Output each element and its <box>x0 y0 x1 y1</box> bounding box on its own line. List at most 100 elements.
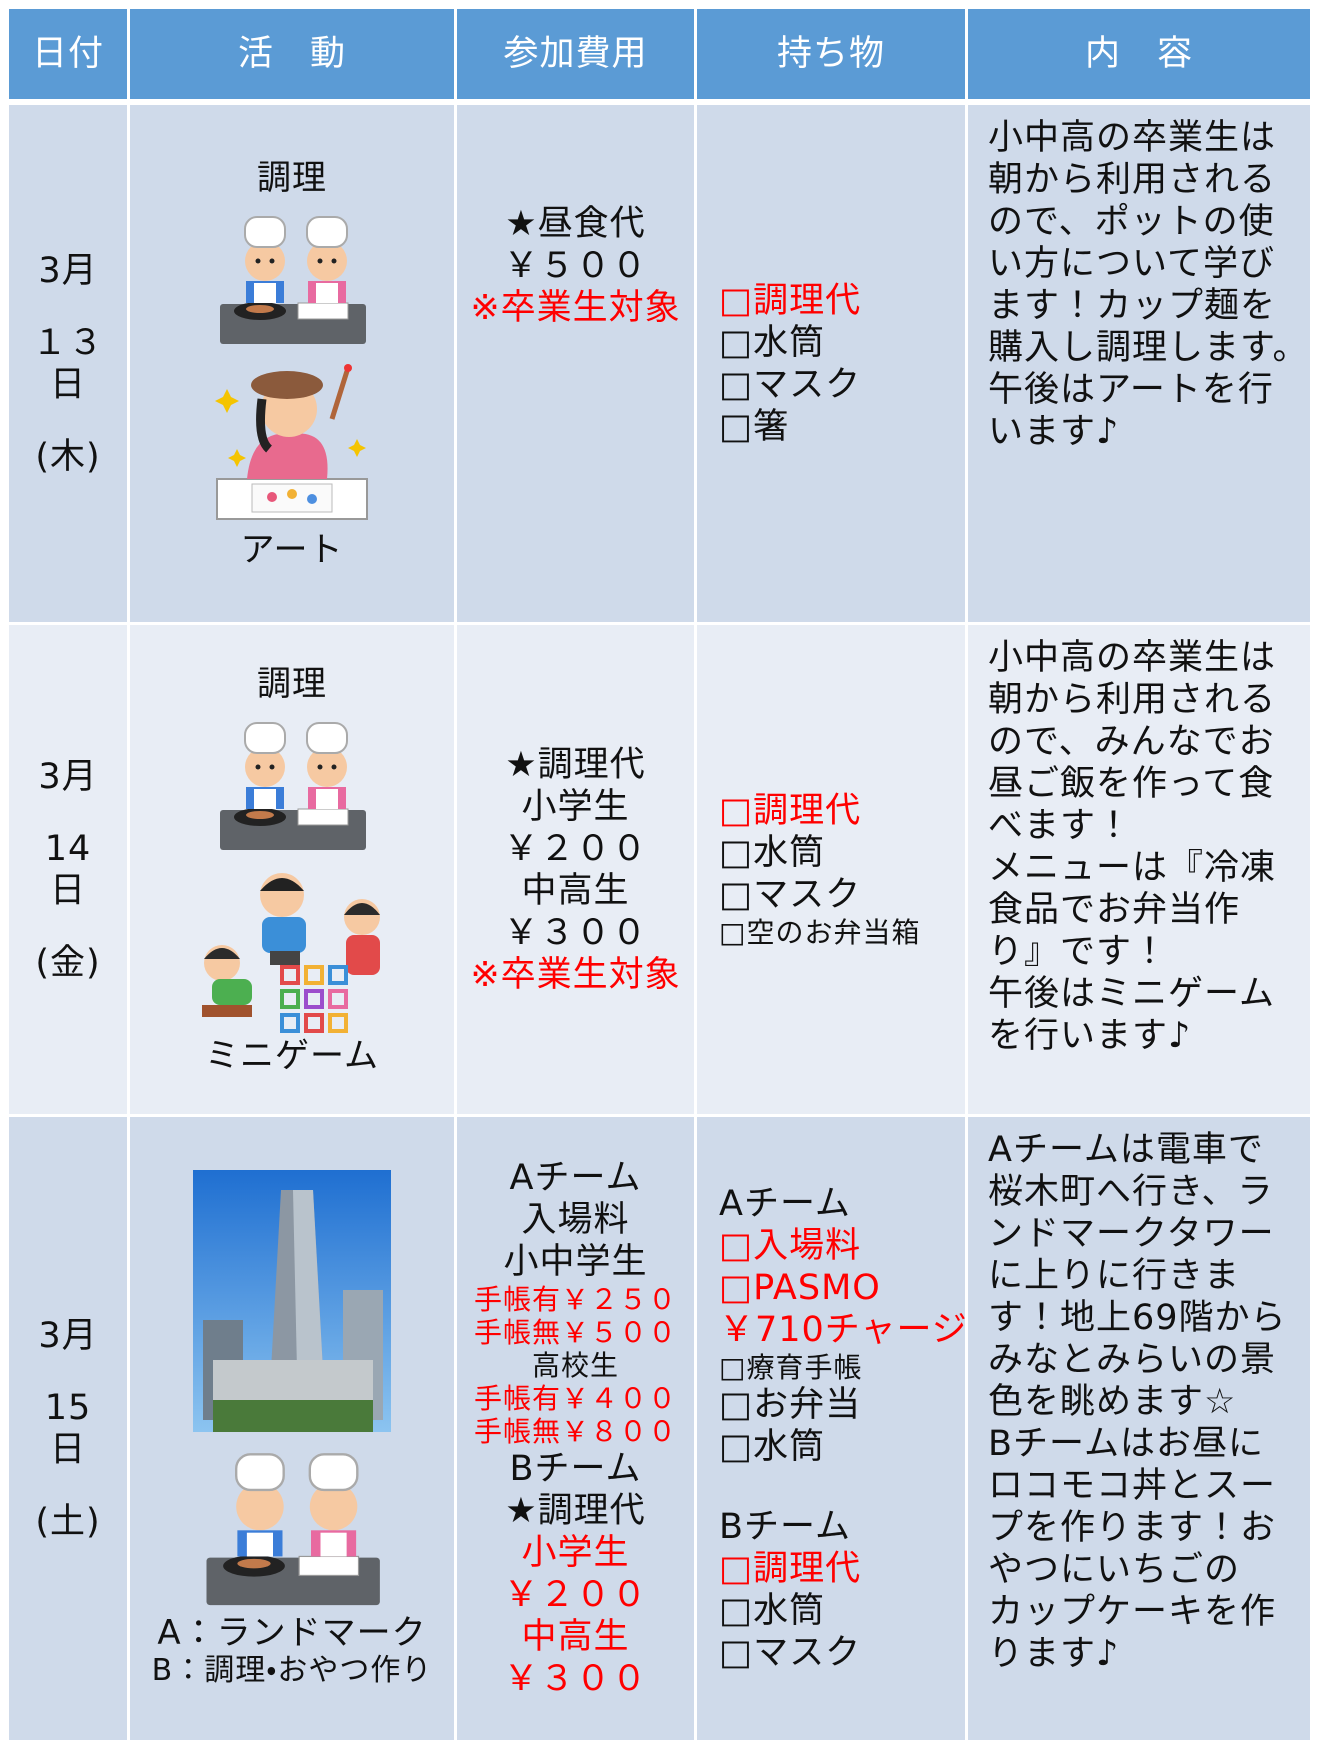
date-day-unit: 日 <box>49 870 86 911</box>
fee-line: 手帳有￥４００ <box>473 1382 677 1415</box>
header-label: 持ち物 <box>776 34 885 74</box>
content-line: ります♪ <box>988 1634 1120 1674</box>
fee-cell: Aチーム 入場料 小中学生 手帳有￥２５０ 手帳無￥５００ 高校生 手帳有￥４００ 手帳無￥８… <box>457 1117 694 1740</box>
item-line: □空のお弁当箱 <box>719 916 921 949</box>
content-line: プを作ります！お <box>988 1508 1277 1548</box>
date-cell: 3月 15 日 (土) <box>9 1117 127 1740</box>
activity-label: ミニゲーム <box>205 1035 379 1076</box>
activity-label: B：調理・おやつ作り <box>151 1653 433 1688</box>
item-line: □入場料 <box>719 1226 862 1266</box>
fee-line: ※卒業生対象 <box>470 288 681 328</box>
fee-line: 中高生 <box>521 1617 630 1657</box>
cooking-illustration <box>220 721 366 850</box>
fee-line: 小学生 <box>521 1533 630 1573</box>
game-illustration <box>202 872 380 1033</box>
header-cell: 持ち物 <box>697 9 965 99</box>
content-line: を行います♪ <box>988 1016 1192 1056</box>
content-line: Aチームは電車で <box>988 1130 1264 1170</box>
header-label: 参加費用 <box>503 34 648 74</box>
content-line: ンドマークタワー <box>988 1214 1275 1254</box>
content-line: 朝から利用される <box>988 160 1277 200</box>
cooking-illustration <box>220 215 366 344</box>
activity-label: アート <box>240 529 344 570</box>
items-cell: Aチーム □入場料 □PASMO ￥710チャージ □療育手帳 □お弁当 □水筒 Bチーム □調… <box>697 1117 965 1740</box>
date-cell: 3月 14 日 (金) <box>9 625 127 1114</box>
fee-line: Bチーム <box>509 1449 642 1489</box>
art-illustration <box>215 363 368 520</box>
fee-line: 手帳無￥８００ <box>473 1415 677 1448</box>
item-line: □水筒 <box>719 322 826 363</box>
header-cell: 参加費用 <box>457 9 694 99</box>
date-weekday: (土) <box>35 1501 101 1542</box>
content-line: 小中高の卒業生は <box>988 638 1277 678</box>
content-cell: 小中高の卒業生は 朝から利用される ので、みんなでお 昼ご飯を作って食 べます！ メニュー… <box>968 625 1310 1114</box>
content-cell: 小中高の卒業生は 朝から利用される ので、ポットの使 い方について学び ます！カップ麺を… <box>968 105 1310 622</box>
fee-line: 中高生 <box>521 870 630 911</box>
date-weekday: (金) <box>35 942 101 983</box>
content-line: に上りに行きま <box>988 1256 1241 1296</box>
item-line: □マスク <box>719 364 862 405</box>
fee-line: ￥５００ <box>503 246 648 286</box>
item-line: □PASMO <box>719 1268 881 1308</box>
content-line: 小中高の卒業生は <box>988 118 1277 158</box>
item-line: □水筒 <box>719 1427 826 1467</box>
activity-label: 調理 <box>257 157 327 198</box>
fee-line: ※卒業生対象 <box>470 954 681 995</box>
content-line: ロコモコ丼とスー <box>988 1466 1277 1506</box>
items-cell: □調理代 □水筒 □マスク □箸 <box>697 105 965 622</box>
activity-label: A：ランドマーク <box>157 1613 427 1653</box>
content-line: います♪ <box>988 412 1120 452</box>
content-line: メニューは『冷凍 <box>988 848 1277 888</box>
fee-line: ￥２００ <box>503 1575 648 1615</box>
header-label: 内 容 <box>1084 34 1193 74</box>
date-month: 3月 <box>38 756 98 797</box>
content-line: やつにいちごの <box>988 1550 1241 1590</box>
item-line: □療育手帳 <box>719 1351 863 1384</box>
activity-cell: 調理 アート <box>130 105 454 622</box>
fee-cell: ★調理代 小学生 ￥２００ 中高生 ￥３００ ※卒業生対象 <box>457 625 694 1114</box>
date-day: 14 <box>44 828 92 869</box>
header-cell: 活 動 <box>130 9 454 99</box>
fee-line: 手帳無￥５００ <box>473 1316 677 1349</box>
content-line: 食品でお弁当作 <box>988 890 1241 930</box>
cooking-illustration <box>206 1453 380 1606</box>
fee-line: ★調理代 <box>505 744 646 785</box>
date-month: 3月 <box>38 1315 98 1356</box>
content-line: 午後はミニゲーム <box>988 974 1275 1014</box>
content-line: 購入し調理します。 <box>988 328 1309 368</box>
header-label: 日付 <box>31 34 104 74</box>
date-month: 3月 <box>38 250 98 291</box>
item-line: □お弁当 <box>719 1385 862 1425</box>
fee-line: ￥３００ <box>503 912 648 953</box>
date-day-unit: 日 <box>49 364 86 405</box>
content-line: みなとみらいの景 <box>988 1340 1277 1380</box>
activity-cell: 調理 ミニゲーム <box>130 625 454 1114</box>
item-line: □水筒 <box>719 1591 826 1631</box>
item-line: □マスク <box>719 1633 862 1673</box>
date-day: １３ <box>31 322 104 363</box>
fee-line: ★昼食代 <box>505 204 646 244</box>
content-line: 午後はアートを行 <box>988 370 1274 410</box>
fee-line: 小中学生 <box>503 1242 648 1282</box>
items-cell: □調理代 □水筒 □マスク □空のお弁当箱 <box>697 625 965 1114</box>
content-cell: Aチームは電車で 桜木町へ行き、ラ ンドマークタワー に上りに行きま す！地上69階から… <box>968 1117 1310 1740</box>
content-line: 昼ご飯を作って食 <box>988 764 1275 804</box>
date-day-unit: 日 <box>49 1429 86 1470</box>
date-weekday: (木) <box>35 436 101 477</box>
content-line: り』です！ <box>988 932 1169 972</box>
fee-line: ￥３００ <box>503 1659 648 1699</box>
item-line: Bチーム <box>719 1507 851 1547</box>
content-line: べます！ <box>988 806 1133 846</box>
fee-line: ★調理代 <box>505 1491 646 1531</box>
fee-line: 手帳有￥２５０ <box>473 1283 677 1316</box>
content-line: ので、みんなでお <box>988 722 1275 762</box>
content-line: 朝から利用される <box>988 680 1277 720</box>
date-day: 15 <box>44 1387 92 1428</box>
content-line: ます！カップ麺を <box>988 286 1277 326</box>
fee-line: ￥２００ <box>503 828 648 869</box>
fee-cell: ★昼食代 ￥５００ ※卒業生対象 <box>457 105 694 622</box>
header-label: 活 動 <box>237 34 346 74</box>
item-line: □水筒 <box>719 833 826 873</box>
activity-label: 調理 <box>257 663 327 704</box>
